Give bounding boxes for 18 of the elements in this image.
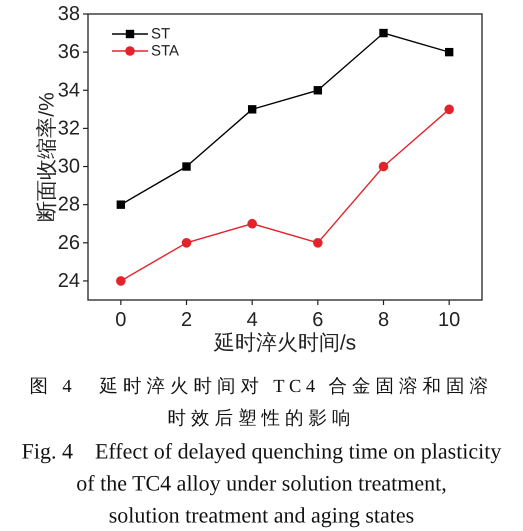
y-tick-label: 28 — [58, 194, 80, 216]
y-tick-label: 30 — [58, 156, 80, 178]
x-tick-label: 4 — [246, 309, 258, 331]
y-tick-label: 34 — [58, 79, 80, 102]
y-tick-label: 26 — [58, 232, 80, 254]
x-tick-label: 8 — [378, 309, 390, 331]
x-title: 延时淬火时间/s — [214, 331, 356, 354]
x-tick-label: 0 — [115, 309, 126, 331]
legend-label: STA — [151, 42, 180, 60]
y-tick-label: 36 — [58, 41, 80, 64]
y-tick-label: 24 — [58, 270, 80, 292]
y-tick-label: 38 — [58, 3, 80, 25]
legend-label: ST — [151, 26, 170, 42]
x-tick-label: 10 — [438, 309, 460, 331]
y-title: 断面收缩率/% — [36, 92, 58, 222]
y-tick-label: 32 — [58, 117, 80, 140]
x-tick-label: 2 — [180, 309, 192, 331]
x-tick-label: 6 — [312, 309, 324, 331]
